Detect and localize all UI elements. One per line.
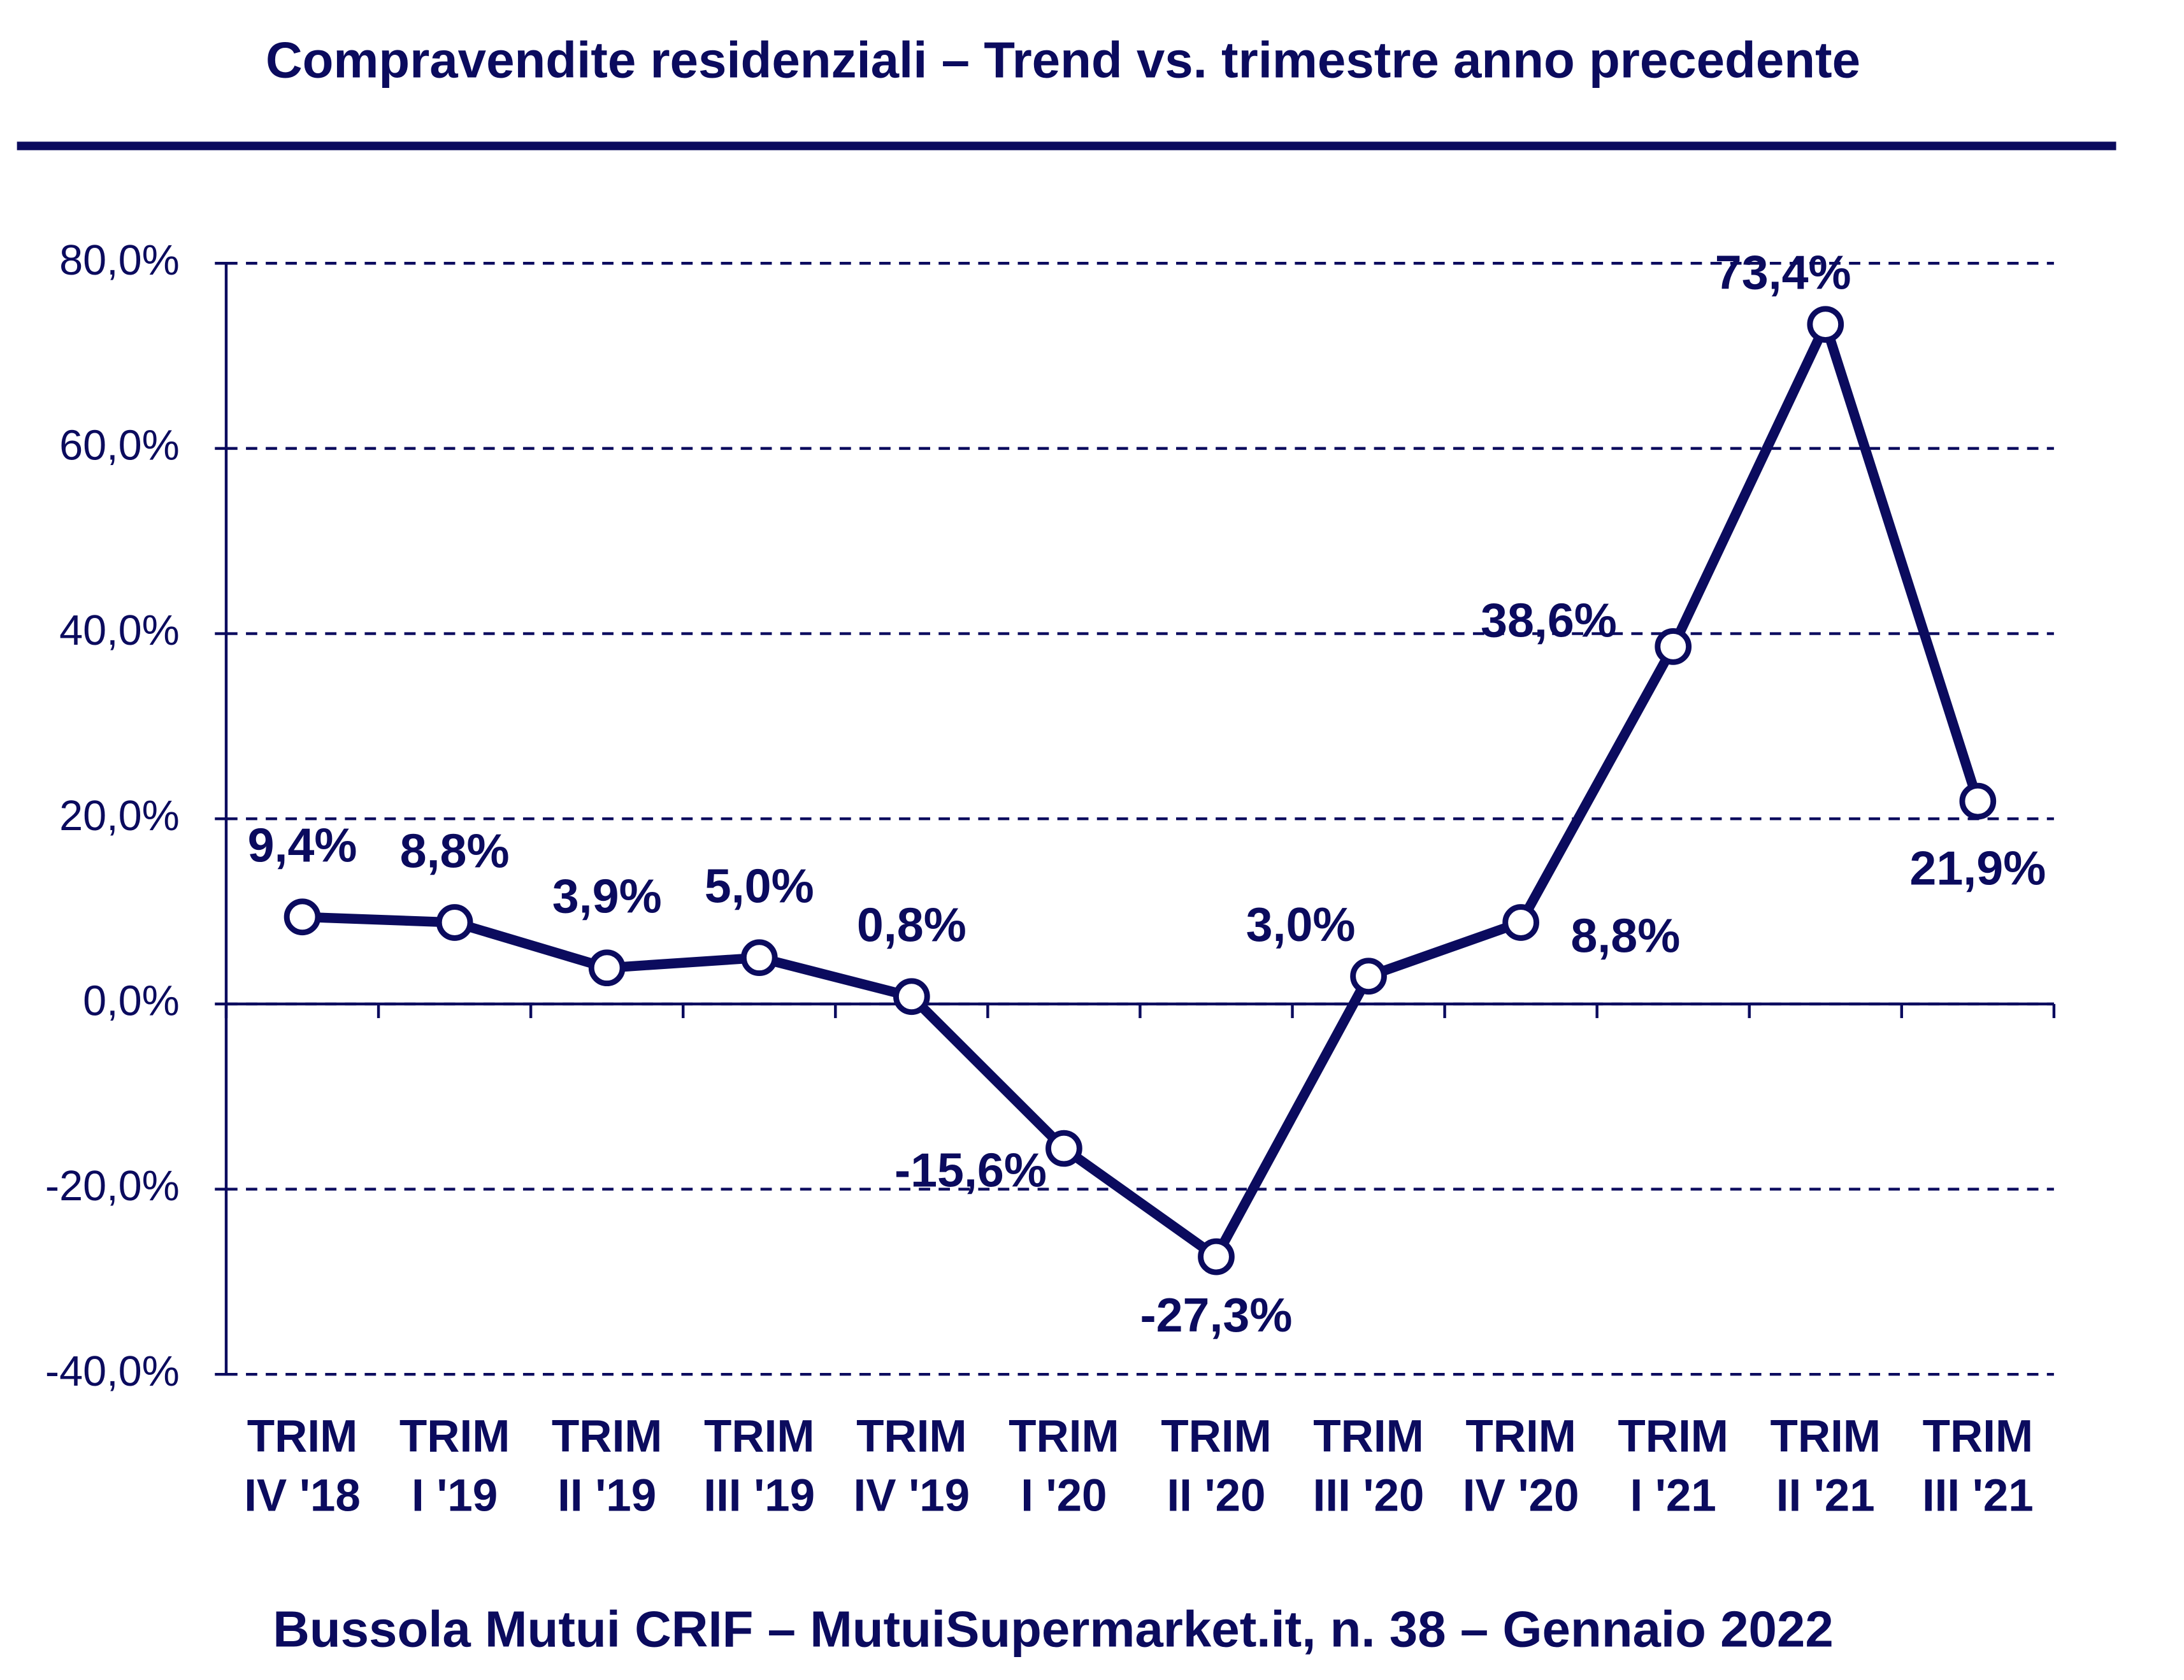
x-tick-label: TRIM II '21 — [1771, 1411, 1881, 1521]
data-line — [302, 319, 1983, 1262]
x-tick-label: TRIM I '20 — [1009, 1411, 1119, 1521]
y-tick-label: 60,0% — [59, 422, 180, 469]
y-tick-label: 80,0% — [59, 237, 180, 284]
data-point — [1655, 628, 1692, 665]
data-point — [740, 939, 778, 977]
data-point — [436, 904, 473, 941]
x-tick-label: TRIM IV '20 — [1463, 1411, 1579, 1521]
data-point — [588, 949, 626, 987]
data-point — [1045, 1130, 1082, 1167]
x-tick-label: TRIM III '20 — [1313, 1411, 1425, 1521]
data-label: 9,4% — [248, 819, 357, 872]
data-point — [1198, 1238, 1235, 1275]
data-point — [284, 898, 321, 936]
data-label: 0,8% — [857, 898, 966, 952]
x-tick-label: TRIM III '21 — [1922, 1411, 2034, 1521]
data-label: 5,0% — [705, 859, 814, 913]
data-label: 8,8% — [400, 824, 510, 877]
data-label: 3,0% — [1246, 898, 1356, 951]
x-tick-label: TRIM I '21 — [1618, 1411, 1728, 1521]
x-tick-label: TRIM IV '18 — [244, 1411, 361, 1521]
y-tick-label: -20,0% — [45, 1163, 180, 1210]
x-tick-label: TRIM III '19 — [703, 1411, 815, 1521]
data-label: 3,9% — [552, 870, 662, 923]
x-tick-label: TRIM II '19 — [552, 1411, 663, 1521]
x-tick-label: TRIM II '20 — [1161, 1411, 1272, 1521]
data-point — [1959, 782, 1997, 820]
y-tick-label: -40,0% — [45, 1348, 180, 1395]
x-tick-label: TRIM IV '19 — [853, 1411, 970, 1521]
y-tick-label: 40,0% — [59, 607, 180, 654]
data-point — [893, 978, 930, 1016]
data-label: 73,4% — [1715, 246, 1851, 299]
data-label: -27,3% — [1140, 1288, 1292, 1342]
chart-title: Compravendite residenziali – Trend vs. t… — [266, 31, 1860, 88]
x-tick-label: TRIM I '19 — [399, 1411, 510, 1521]
data-point — [1502, 904, 1539, 941]
data-label: -15,6% — [894, 1143, 1047, 1196]
y-tick-label: 20,0% — [59, 793, 180, 840]
data-label: 38,6% — [1481, 593, 1617, 647]
data-label: 21,9% — [1909, 841, 2046, 894]
data-label: 8,8% — [1570, 909, 1680, 963]
footer: Bussola Mutui CRIF – MutuiSupermarket.it… — [273, 1600, 1834, 1657]
y-tick-label: 0,0% — [83, 977, 180, 1024]
data-point — [1807, 306, 1844, 343]
data-point — [1350, 958, 1387, 995]
